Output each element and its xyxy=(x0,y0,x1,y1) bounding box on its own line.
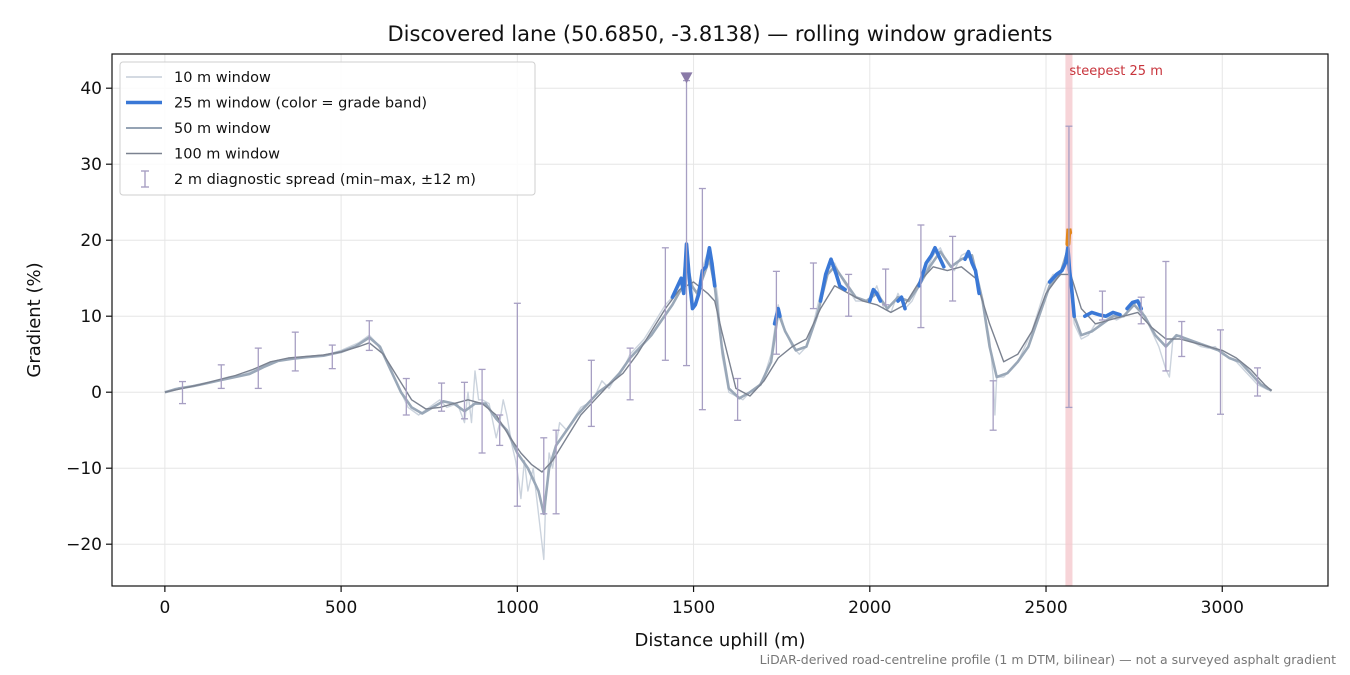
diagnostic-spread-17 xyxy=(683,79,691,367)
x-tick-label-4: 2000 xyxy=(848,598,891,618)
x-tick-label-3: 1500 xyxy=(672,598,715,618)
diagnostic-spread-3 xyxy=(291,331,299,372)
series-25m-segment-0 xyxy=(670,242,717,311)
diagnostic-spread-28 xyxy=(1098,290,1106,321)
chart-title: Discovered lane (50.6850, -3.8138) — rol… xyxy=(388,22,1053,46)
diagnostic-spread-16 xyxy=(661,247,669,361)
steepest-band-label: steepest 25 m xyxy=(1069,64,1162,79)
legend-label-4: 2 m diagnostic spread (min–max, ±12 m) xyxy=(174,172,476,188)
diagnostic-spread-23 xyxy=(882,268,890,306)
legend-label-0: 10 m window xyxy=(174,70,271,86)
y-tick-label-1: −10 xyxy=(66,459,102,479)
footnote: LiDAR-derived road-centreline profile (1… xyxy=(760,652,1336,667)
diagnostic-spread-2 xyxy=(254,347,262,390)
diagnostic-spread-8 xyxy=(460,381,468,420)
y-tick-label-0: −20 xyxy=(66,535,102,555)
diagnostic-spread-18 xyxy=(698,187,706,411)
diagnostic-spread-5 xyxy=(365,320,373,352)
legend-item-2: 50 m window xyxy=(126,121,271,137)
diagnostic-spread-7 xyxy=(438,382,446,412)
legend-box xyxy=(119,61,536,196)
y-tick-label-6: 40 xyxy=(80,79,102,99)
series-layer xyxy=(164,228,1273,561)
series-25m-segment-9 xyxy=(1125,299,1143,311)
diagnostic-spread-25 xyxy=(949,235,957,302)
diagnostic-spread-6 xyxy=(402,377,410,416)
series-25m-segment-3 xyxy=(868,287,883,303)
diagnostic-spread-21 xyxy=(809,262,817,310)
legend: 10 m window 25 m window (color = grade ba… xyxy=(119,61,536,196)
marker-layer xyxy=(680,72,693,84)
legend-item-4: 2 m diagnostic spread (min–max, ±12 m) xyxy=(141,170,476,188)
diagnostic-spread-10 xyxy=(496,414,504,447)
series-line-0 xyxy=(164,239,1269,561)
x-tick-label-5: 2500 xyxy=(1024,598,1067,618)
diagnostic-spread-12 xyxy=(540,437,548,515)
diagnostic-spread-22 xyxy=(845,273,853,317)
diagnostic-spread-9 xyxy=(478,368,486,454)
y-tick-label-5: 30 xyxy=(80,155,102,175)
legend-label-3: 100 m window xyxy=(174,147,280,163)
diagnostic-spread-15 xyxy=(626,347,634,401)
y-tick-label-2: 0 xyxy=(91,383,102,403)
x-tick-label-6: 3000 xyxy=(1201,598,1244,618)
x-tick-label-1: 500 xyxy=(325,598,357,618)
legend-item-1: 25 m window (color = grade band) xyxy=(126,96,427,112)
legend-label-2: 50 m window xyxy=(174,121,271,137)
plot-frame xyxy=(111,53,1329,587)
y-axis-ticks: −20 −10 0 10 20 30 40 xyxy=(66,79,112,555)
series-25m-segment-2 xyxy=(818,257,847,303)
y-tick-label-4: 20 xyxy=(80,231,102,251)
diagnostic-spread-14 xyxy=(587,359,595,428)
diagnostic-spread-layer xyxy=(178,79,1262,515)
series-line-1 xyxy=(164,250,1273,516)
diagnostic-spread-1 xyxy=(217,364,225,390)
series-line-2 xyxy=(164,266,1273,473)
triangle-down-marker xyxy=(680,72,693,84)
diagnostic-spread-30 xyxy=(1162,260,1170,372)
diagnostic-spread-33 xyxy=(1254,367,1262,397)
diagnostic-spread-32 xyxy=(1216,329,1224,415)
diagnostic-spread-13 xyxy=(552,429,560,515)
series-25m-segment-5 xyxy=(917,246,946,288)
x-tick-label-0: 0 xyxy=(159,598,170,618)
diagnostic-spread-4 xyxy=(328,344,336,370)
diagnostic-spread-0 xyxy=(178,380,186,405)
diagnostic-spread-27 xyxy=(1065,125,1073,409)
diagnostic-spread-24 xyxy=(917,224,925,329)
x-axis-label: Distance uphill (m) xyxy=(635,630,806,651)
y-tick-label-3: 10 xyxy=(80,307,102,327)
x-axis-ticks: 0 500 1000 1500 2000 2500 3000 xyxy=(159,586,1244,618)
series-25m-segment-6 xyxy=(963,249,981,296)
diagnostic-spread-26 xyxy=(989,380,997,431)
diagnostic-spread-31 xyxy=(1178,320,1186,358)
y-axis-label: Gradient (%) xyxy=(24,262,45,377)
legend-item-0: 10 m window xyxy=(126,70,271,86)
series-25m-segment-4 xyxy=(896,295,907,311)
diagnostic-spread-29 xyxy=(1137,296,1145,325)
series-25m-segment-7 xyxy=(1047,246,1076,318)
diagnostic-spread-19 xyxy=(734,377,742,421)
diagnostic-spread-11 xyxy=(513,302,521,507)
x-tick-label-2: 1000 xyxy=(496,598,539,618)
legend-item-3: 100 m window xyxy=(126,147,280,163)
diagnostic-spread-20 xyxy=(772,270,780,355)
legend-label-1: 25 m window (color = grade band) xyxy=(174,96,427,112)
